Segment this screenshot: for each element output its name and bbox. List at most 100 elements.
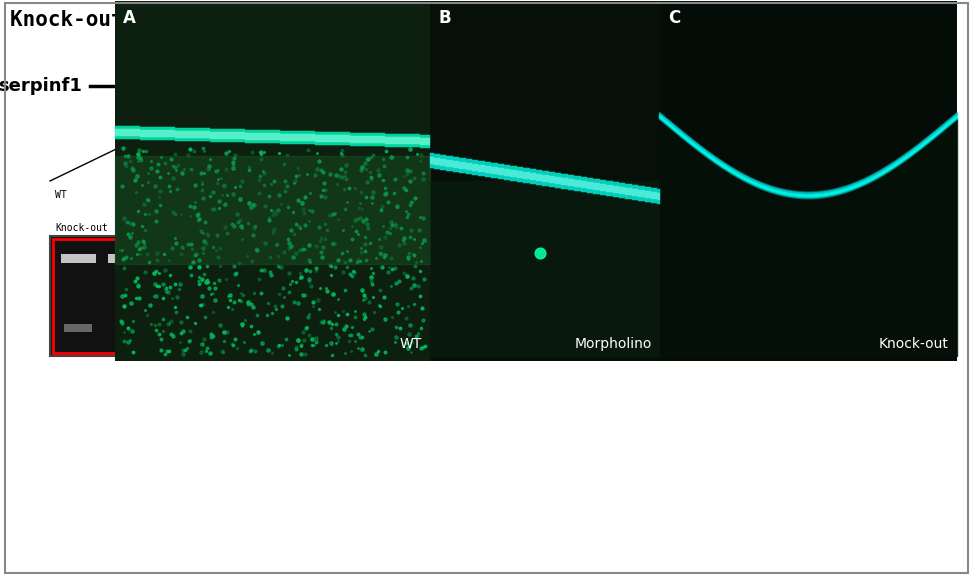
Point [389, 203, 405, 212]
Point [200, 277, 216, 286]
Point [297, 335, 312, 344]
Point [380, 267, 396, 276]
Point [400, 301, 415, 310]
Point [173, 249, 189, 258]
Point [348, 226, 364, 235]
Point [206, 204, 222, 214]
Point [323, 323, 339, 332]
Point [323, 339, 339, 348]
Bar [115, 1, 430, 361]
Point [189, 249, 204, 259]
Point [352, 333, 368, 342]
Point [399, 271, 414, 280]
Point [349, 215, 365, 224]
Point [192, 300, 207, 309]
Point [148, 181, 163, 191]
Point [263, 271, 278, 280]
Point [234, 235, 250, 244]
Point [205, 278, 221, 287]
Point [310, 295, 326, 305]
Text: AGGCCAGCGTCTTTTATCC: AGGCCAGCGTCTTTTATCC [118, 190, 230, 200]
Bar [303, 65, 338, 107]
Point [204, 204, 220, 213]
Point [272, 199, 288, 209]
Point [303, 266, 318, 275]
Point [165, 331, 181, 340]
Bar [509, 280, 521, 284]
Point [271, 148, 287, 157]
Point [347, 215, 363, 224]
Point [212, 244, 228, 253]
Point [280, 234, 296, 244]
Point [407, 262, 422, 271]
Point [243, 300, 259, 309]
Point [234, 289, 249, 298]
Point [306, 301, 321, 310]
Point [179, 313, 195, 322]
Point [127, 293, 143, 302]
Bar [188, 66, 202, 106]
Point [269, 241, 284, 250]
Point [129, 150, 145, 159]
Point [258, 202, 273, 211]
Text: ENYPVKMGIDSDLGCTIAQVPMEDGVSMYFFLPDEVTQNLTLIEEAL: ENYPVKMGIDSDLGCTIAQVPMEDGVSMYFFLPDEVTQNL… [578, 95, 854, 105]
Point [148, 206, 163, 215]
Point [245, 199, 261, 209]
Point [375, 175, 390, 184]
Point [330, 332, 345, 342]
Point [267, 224, 282, 233]
Point [411, 330, 426, 339]
Point [114, 291, 129, 301]
Point [130, 157, 146, 166]
Point [315, 168, 331, 177]
Text: CCTTTACACAG: CCTTTACACAG [291, 190, 355, 200]
Point [269, 210, 284, 219]
Point [363, 272, 378, 282]
Point [168, 238, 184, 248]
Point [416, 275, 432, 284]
Point [342, 330, 357, 339]
Point [269, 304, 284, 313]
Point [323, 271, 339, 280]
Point [198, 218, 213, 227]
Point [228, 151, 243, 160]
Point [175, 326, 191, 335]
Point [352, 213, 368, 222]
Point [317, 185, 333, 195]
Point [372, 248, 387, 257]
Text: Knock-out: Knock-out [55, 223, 108, 233]
Point [401, 329, 416, 339]
Point [360, 177, 376, 187]
Point [243, 202, 259, 211]
Point [222, 295, 237, 304]
Point [253, 147, 269, 156]
Point [283, 241, 299, 251]
Point [363, 263, 378, 272]
Point [413, 266, 428, 275]
Point [243, 322, 259, 331]
Point [188, 197, 203, 206]
Point [270, 342, 286, 351]
Point [317, 193, 333, 202]
Point [189, 211, 204, 220]
Text: C: C [668, 9, 680, 27]
Point [375, 201, 390, 210]
Point [225, 157, 240, 166]
Point [212, 261, 228, 270]
Point [242, 347, 258, 356]
Point [241, 162, 257, 172]
Text: YRALRYHTLQDSQLHDTLRDLLSSLRASAKGFKSAERILLARKLRLR: YRALRYHTLQDSQLHDTLRDLLSSLRASAKGFKSAERILL… [578, 58, 854, 67]
Point [234, 177, 249, 186]
Point [373, 301, 388, 310]
Point [230, 210, 245, 219]
Point [191, 214, 206, 223]
Point [257, 238, 272, 248]
Point [290, 164, 306, 173]
Text: LEYLNSVEKQYGERPQILAGGARDLKTVNDWFKQQTGGKVDQVVPSP: LEYLNSVEKQYGERPQILAGGARDLKTVNDWFKQQTGGKV… [578, 70, 854, 80]
Point [299, 323, 314, 332]
Point [340, 309, 355, 319]
Point [354, 204, 370, 213]
Point [217, 180, 233, 190]
Point [408, 332, 423, 341]
Point [239, 251, 255, 260]
